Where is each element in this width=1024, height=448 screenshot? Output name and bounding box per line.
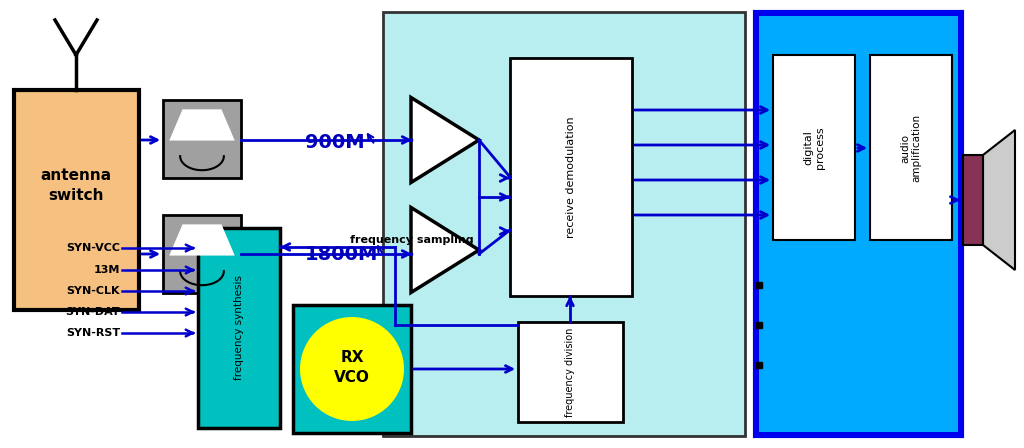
- Text: SYN-VCC: SYN-VCC: [66, 243, 120, 253]
- Polygon shape: [169, 109, 234, 141]
- Bar: [198, 228, 280, 428]
- Bar: [773, 55, 855, 240]
- Text: antenna: antenna: [40, 168, 112, 182]
- Text: SYN-RST: SYN-RST: [66, 328, 120, 338]
- Text: digital
process: digital process: [803, 127, 824, 169]
- Text: 900M: 900M: [305, 133, 365, 151]
- Text: audio
amplification: audio amplification: [900, 114, 922, 182]
- Bar: [755, 12, 962, 436]
- Text: RX: RX: [340, 350, 364, 366]
- Polygon shape: [169, 224, 234, 255]
- Text: receive demodulation: receive demodulation: [566, 116, 575, 238]
- Text: switch: switch: [48, 188, 103, 202]
- Polygon shape: [411, 98, 479, 182]
- Bar: [383, 12, 745, 436]
- Bar: [759, 16, 958, 432]
- Bar: [163, 100, 241, 178]
- Polygon shape: [983, 130, 1015, 270]
- Polygon shape: [411, 207, 479, 293]
- Text: VCO: VCO: [334, 370, 370, 385]
- Text: frequency division: frequency division: [565, 327, 575, 417]
- Text: frequency sampling: frequency sampling: [350, 235, 474, 245]
- Bar: [870, 55, 952, 240]
- Bar: [293, 305, 411, 433]
- Bar: [963, 155, 983, 245]
- Text: SYN-CLK: SYN-CLK: [67, 286, 120, 296]
- Text: frequency synthesis: frequency synthesis: [234, 276, 244, 380]
- Text: 1800M: 1800M: [305, 245, 379, 263]
- Bar: [518, 322, 623, 422]
- Text: 13M: 13M: [93, 265, 120, 275]
- Text: SYN-DAT: SYN-DAT: [66, 307, 120, 317]
- Bar: [14, 90, 139, 310]
- Circle shape: [300, 317, 404, 421]
- Bar: [163, 215, 241, 293]
- Bar: [510, 58, 632, 296]
